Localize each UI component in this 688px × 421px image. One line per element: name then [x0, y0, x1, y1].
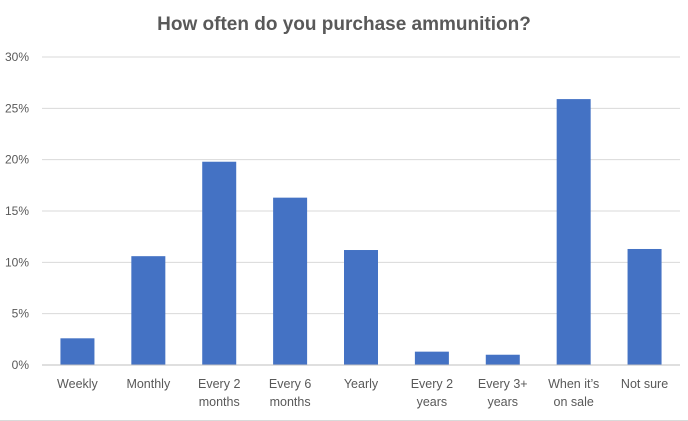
y-axis-tick-labels: 0% 5% 10% 15% 20% 25% 30%: [5, 50, 29, 372]
x-category-label: Every 6: [269, 377, 311, 391]
x-category-label: Not sure: [621, 377, 668, 391]
bar: [344, 250, 378, 365]
bar: [627, 248, 662, 365]
x-category-label: on sale: [554, 395, 594, 409]
bar: [556, 99, 591, 366]
x-category-label: Monthly: [126, 377, 171, 391]
x-category-label: months: [199, 395, 240, 409]
bar: [414, 351, 449, 365]
x-category-label: Weekly: [57, 377, 99, 391]
x-category-label: Every 2: [411, 377, 453, 391]
bar: [273, 197, 308, 365]
y-tick-label: 0%: [12, 358, 30, 372]
chart-title: How often do you purchase ammunition?: [157, 14, 531, 35]
x-category-label: Every 2: [198, 377, 240, 391]
y-tick-label: 20%: [5, 153, 29, 167]
x-category-label: Every 3+: [478, 377, 528, 391]
x-axis-category-labels: Weekly Monthly Every 2 months Every 6 months Y…: [57, 377, 668, 409]
bar: [485, 354, 520, 365]
y-tick-label: 5%: [12, 307, 30, 321]
y-tick-label: 10%: [5, 255, 29, 269]
x-category-label: years: [487, 395, 518, 409]
x-category-label: years: [417, 395, 448, 409]
bars: [60, 99, 662, 366]
y-tick-label: 30%: [5, 50, 29, 64]
bar: [60, 338, 95, 365]
x-category-label: When it’s: [548, 377, 599, 391]
bar: [131, 256, 166, 365]
y-tick-label: 15%: [5, 204, 29, 218]
x-category-label: months: [270, 395, 311, 409]
x-category-label: Yearly: [344, 377, 379, 391]
bar: [202, 161, 237, 365]
y-tick-label: 25%: [5, 101, 29, 115]
